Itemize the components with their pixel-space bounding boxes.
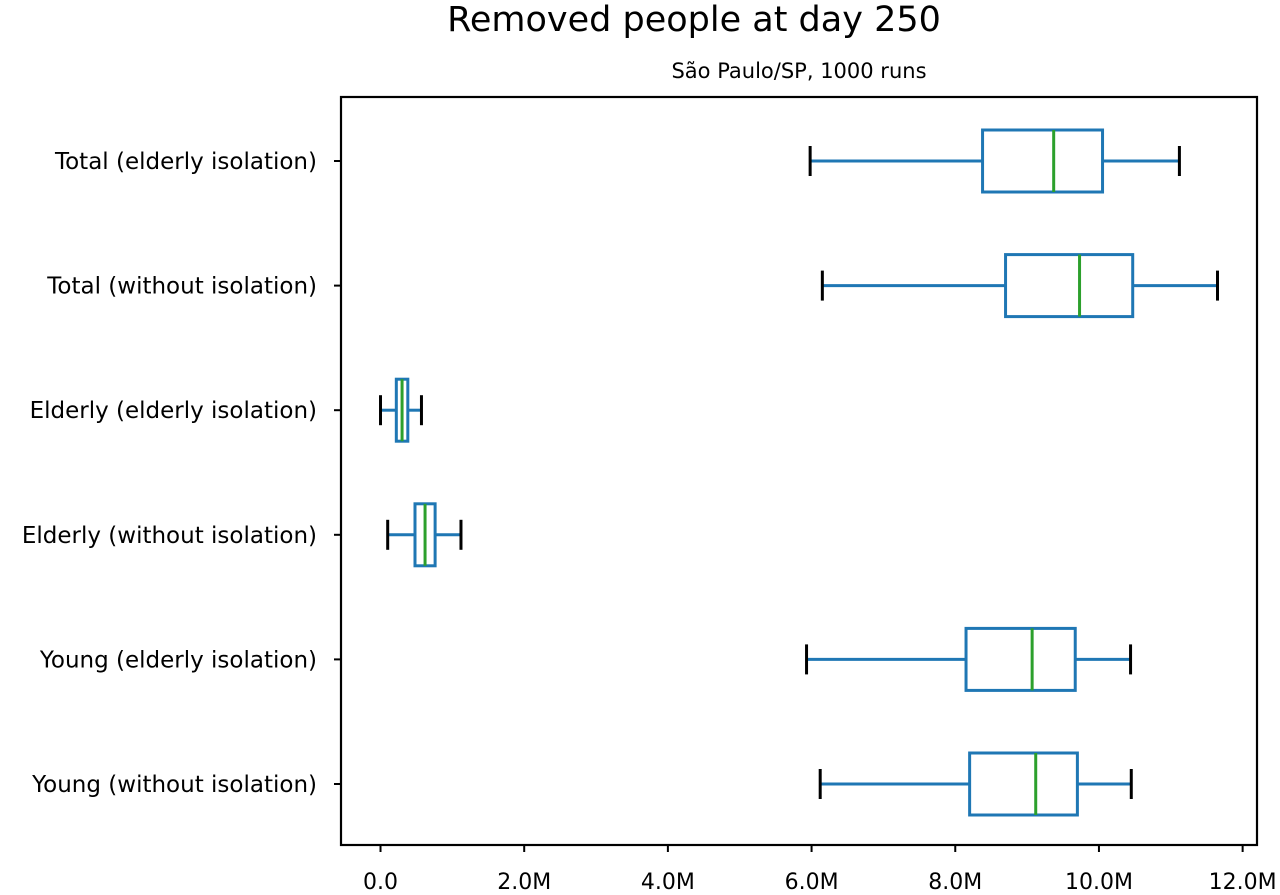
box-4 <box>386 502 463 568</box>
y-tick-label: Total (without isolation) <box>46 274 317 300</box>
box-iqr <box>981 128 1105 194</box>
box-iqr <box>968 751 1079 817</box>
chart-subtitle: São Paulo/SP, 1000 runs <box>671 59 927 83</box>
box-iqr <box>1004 253 1135 319</box>
plot-area <box>339 95 1259 847</box>
x-axis: 0.0 2.0M 4.0M 6.0M 8.0M 10.0M 12.0M <box>363 845 1277 895</box>
x-tick-label: 4.0M <box>641 870 695 895</box>
y-axis: Total (elderly isolation) Total (without … <box>22 149 341 798</box>
box-6 <box>818 751 1133 817</box>
x-tick-label: 2.0M <box>497 870 551 895</box>
x-tick-label: 12.0M <box>1209 870 1277 895</box>
chart-title: Removed people at day 250 <box>447 0 941 40</box>
box-2 <box>820 253 1219 319</box>
x-tick-label: 10.0M <box>1065 870 1133 895</box>
y-tick-label: Total (elderly isolation) <box>54 149 317 175</box>
box-iqr <box>964 626 1077 692</box>
y-tick-label: Young (elderly isolation) <box>39 647 317 673</box>
axes-frame <box>339 95 1259 847</box>
x-tick-label: 8.0M <box>928 870 982 895</box>
box-5 <box>805 626 1133 692</box>
x-tick-label: 0.0 <box>363 870 398 895</box>
x-tick-label: 6.0M <box>785 870 839 895</box>
y-tick-label: Elderly (elderly isolation) <box>30 398 317 424</box>
box-1 <box>808 128 1181 194</box>
y-tick-label: Young (without isolation) <box>31 772 317 798</box>
y-tick-label: Elderly (without isolation) <box>22 523 317 549</box>
box-3 <box>379 377 423 443</box>
